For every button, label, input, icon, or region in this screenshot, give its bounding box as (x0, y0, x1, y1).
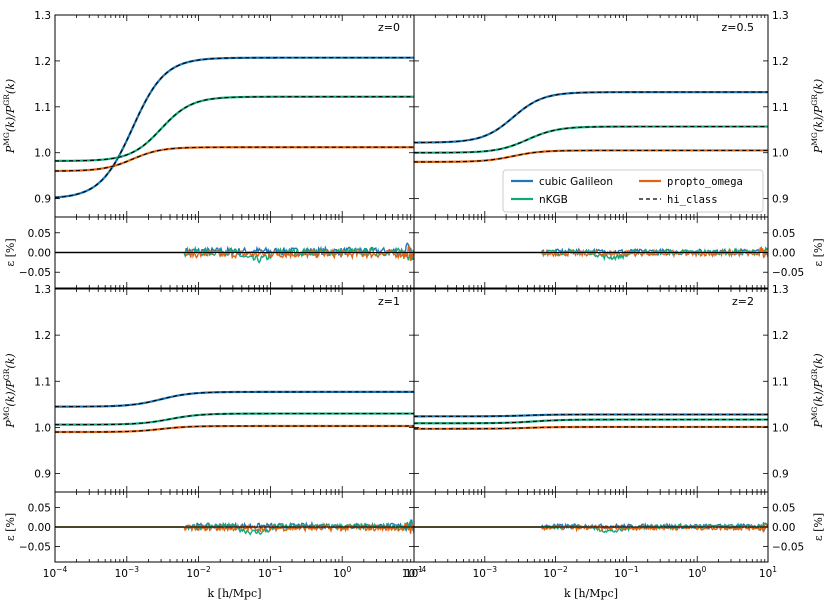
series-nkgb-line (55, 412, 414, 426)
series-hi_class-nkgb-line (414, 419, 768, 424)
redshift-label: z=0.5 (722, 21, 754, 34)
series-cubic_galileon-line (55, 56, 414, 199)
series-hi_class-propto_omega-line (55, 425, 414, 433)
error-ytick-label: −0.05 (772, 267, 804, 279)
series-cubic_galileon-line (55, 390, 414, 408)
error-panel-3 (55, 518, 414, 536)
xtick-label: 10−4 (43, 565, 68, 580)
ratio-panel-1 (55, 56, 414, 199)
series-hi_class-cubic_galileon-line (414, 413, 768, 417)
ratio-ylabel: PMG(k)/PGR(k) (2, 79, 17, 154)
error-ytick-label: 0.00 (28, 522, 51, 534)
ratio-panel-4 (414, 413, 768, 430)
ratio-ytick-label: 0.9 (772, 194, 789, 206)
text-layer: 0.9 1.0 1.1 1.2 1.3 0.05 0.00 −0.05 z=0 PMG(k)/PG… (2, 10, 825, 600)
error-ytick-label: −0.05 (19, 267, 51, 279)
ratio-ytick-label: 1.0 (772, 148, 789, 160)
curves-layer (55, 56, 768, 536)
ratio-ytick-label: 1.2 (34, 56, 51, 68)
error-panel-4 (414, 522, 768, 534)
error-ytick-label: 0.00 (772, 522, 795, 534)
error-ytick-label: 0.05 (772, 228, 795, 240)
series-hi_class-propto_omega-line (55, 146, 414, 172)
ratio-ytick-label: 1.0 (34, 422, 51, 434)
error-ylabel: ε [%] (4, 238, 17, 266)
x-axis-label: k [h/Mpc] (564, 587, 618, 600)
redshift-label: z=2 (732, 295, 754, 308)
xtick-label: 101 (405, 565, 423, 580)
ratio-ytick-label: 0.9 (772, 469, 789, 481)
error-ytick-label: 0.05 (28, 228, 51, 240)
error-ytick-label: 0.00 (772, 248, 795, 260)
legend-label-nkgb: nKGB (539, 194, 568, 206)
legend: cubic Galileon propto_omega nKGB hi_class (502, 169, 764, 213)
error-ytick-label: 0.05 (28, 503, 51, 515)
xtick-label: 100 (333, 565, 351, 580)
ratio-ylabel: PMG(k)/PGR(k) (2, 353, 17, 428)
series-propto_omega-line (55, 424, 414, 434)
error-ytick-label: 0.05 (772, 503, 795, 515)
xtick-label: 10−3 (115, 565, 140, 580)
x-axis-label: k [h/Mpc] (207, 587, 261, 600)
error-ylabel: ε [%] (812, 513, 825, 541)
ratio-ytick-label: 1.1 (772, 102, 789, 114)
ratio-ytick-label: 1.0 (772, 422, 789, 434)
error-ytick-label: 0.00 (28, 248, 51, 260)
ratio-frame-4 (413, 288, 769, 493)
ratio-ytick-label: 1.1 (34, 102, 51, 114)
axes-layer (54, 14, 769, 563)
ratio-ytick-label: 1.0 (34, 148, 51, 160)
series-hi_class-propto_omega-line (414, 426, 768, 430)
ratio-ytick-label: 1.2 (772, 330, 789, 342)
ratio-ytick-label: 1.3 (34, 284, 51, 296)
series-hi_class-cubic_galileon-line (414, 91, 768, 144)
legend-label-propto_omega: propto_omega (667, 176, 743, 188)
error-ytick-label: −0.05 (19, 541, 51, 553)
xtick-label: 10−2 (543, 565, 568, 580)
series-nkgb-line (55, 95, 414, 163)
series-hi_class-propto_omega-line (414, 149, 768, 163)
xtick-label: 101 (759, 565, 777, 580)
series-hi_class-nkgb-line (414, 126, 768, 154)
ratio-ytick-label: 1.3 (772, 10, 789, 22)
error-ytick-label: −0.05 (772, 541, 804, 553)
series-hi_class-nkgb-line (55, 96, 414, 162)
ratio-ylabel: PMG(k)/PGR(k) (810, 353, 825, 428)
ratio-ytick-label: 1.1 (34, 376, 51, 388)
legend-label-cubic_galileon: cubic Galileon (539, 176, 613, 188)
ratio-ytick-label: 1.3 (772, 284, 789, 296)
series-hi_class-nkgb-line (55, 413, 414, 426)
ratio-ytick-label: 1.1 (772, 376, 789, 388)
ratio-frame-1 (54, 14, 415, 218)
ratio-panel-2 (414, 91, 768, 163)
ratio-ytick-label: 0.9 (34, 469, 51, 481)
xtick-label: 10−2 (186, 565, 211, 580)
ratio-ylabel: PMG(k)/PGR(k) (810, 79, 825, 154)
ratio-frame-3 (54, 288, 415, 493)
xtick-label: 10−3 (473, 565, 498, 580)
xtick-label: 10−1 (258, 565, 283, 580)
series-hi_class-cubic_galileon-line (55, 391, 414, 408)
error-panel-1 (55, 242, 414, 265)
ratio-ytick-label: 1.3 (34, 10, 51, 22)
xtick-label: 10−1 (614, 565, 639, 580)
ratio-panel-3 (55, 390, 414, 434)
xtick-label: 100 (688, 565, 706, 580)
redshift-label: z=1 (378, 295, 400, 308)
ratio-ytick-label: 1.2 (772, 56, 789, 68)
ratio-ytick-label: 0.9 (34, 194, 51, 206)
error-ylabel: ε [%] (4, 513, 17, 541)
series-cubic_galileon-line (414, 91, 768, 144)
series-hi_class-cubic_galileon-line (55, 57, 414, 199)
error-ylabel: ε [%] (812, 238, 825, 266)
error-panel-2 (414, 245, 768, 262)
legend-label-hi_class: hi_class (667, 194, 718, 206)
redshift-label: z=0 (378, 21, 400, 34)
legend-box (502, 169, 764, 213)
xtick-label: 10−4 (402, 565, 427, 580)
ratio-ytick-label: 1.2 (34, 330, 51, 342)
